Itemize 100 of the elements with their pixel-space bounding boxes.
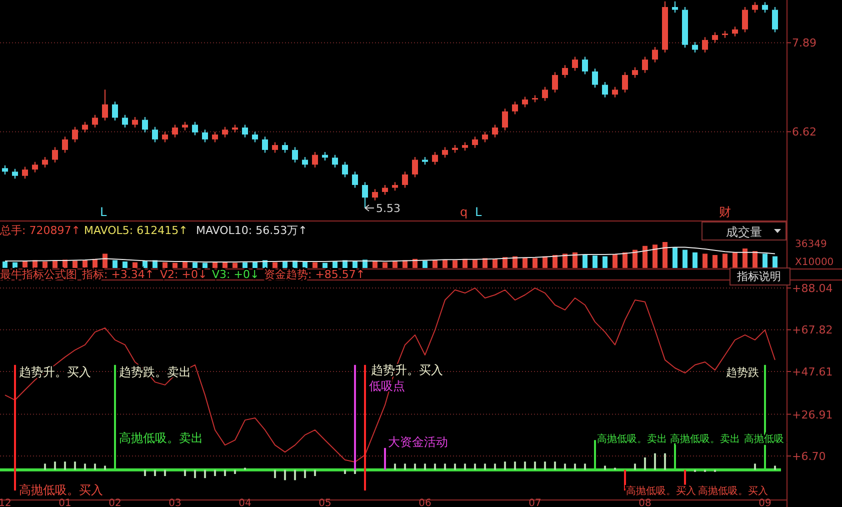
bar: [274, 470, 276, 478]
bar: [504, 462, 506, 470]
candlestick: [512, 101, 518, 115]
bar: [414, 464, 416, 470]
bar: [654, 453, 656, 470]
bar: [634, 464, 636, 470]
candlestick: [312, 152, 318, 168]
bar: [202, 262, 208, 268]
bar: [212, 262, 218, 268]
bar: [514, 462, 516, 470]
bar: [602, 256, 608, 268]
candlestick: [12, 168, 18, 180]
annotation: q: [460, 205, 468, 219]
text: MAVOL5: 612415↑: [84, 224, 188, 237]
candlestick: [342, 161, 348, 178]
candlestick: [602, 81, 608, 98]
candlestick: [252, 131, 258, 143]
bar: [604, 466, 606, 470]
bar: [774, 466, 776, 470]
candlestick: [592, 68, 598, 88]
annotation: V3: +0↓: [212, 268, 260, 281]
bar: [564, 464, 566, 470]
bar: [692, 252, 698, 268]
candlestick: [732, 26, 738, 37]
candlestick: [262, 136, 268, 154]
candlestick: [612, 86, 618, 98]
candlestick: [92, 114, 98, 128]
candlestick: [2, 164, 8, 175]
candlestick: [102, 89, 108, 122]
bar: [72, 260, 78, 268]
bar: [534, 462, 536, 470]
bar: [554, 462, 556, 470]
bar: [482, 258, 488, 268]
bar: [44, 464, 46, 470]
bar: [424, 464, 426, 470]
candlestick: [242, 124, 248, 138]
bar: [2, 262, 8, 268]
text: X10000: [795, 257, 834, 268]
annotation: 5.53: [376, 202, 400, 215]
candlestick: [742, 6, 748, 33]
candlestick: [42, 156, 48, 168]
bar: [184, 470, 186, 476]
y-tick-label: +6.70: [792, 450, 826, 463]
candlestick: [622, 72, 628, 93]
bar: [702, 254, 708, 268]
bar: [532, 258, 538, 268]
candlestick: [112, 101, 118, 122]
candlestick: [352, 171, 358, 188]
bar: [144, 470, 146, 476]
bar: [732, 252, 738, 268]
candlestick: [52, 146, 58, 164]
x-tick-label: 02: [108, 498, 122, 507]
y-tick-label: 6.62: [792, 126, 816, 139]
annotation: L: [475, 205, 482, 219]
bar: [464, 464, 466, 470]
bar: [74, 462, 76, 470]
x-tick-label: 04: [238, 498, 252, 507]
candlestick: [132, 116, 138, 128]
bar: [662, 242, 668, 268]
bar: [584, 464, 586, 470]
candlestick: [582, 56, 588, 75]
candlestick: [192, 121, 198, 136]
bar: [314, 470, 316, 476]
annotation: 指标: +3.34↑: [81, 268, 154, 281]
bar: [284, 470, 286, 480]
bar: [574, 464, 576, 470]
bar: [642, 246, 648, 268]
x-tick-label: 01: [58, 498, 72, 507]
bar: [162, 262, 168, 268]
bar: [772, 256, 778, 268]
bar: [154, 470, 156, 476]
bar: [294, 470, 296, 480]
candlestick: [552, 72, 558, 93]
candlestick: [32, 161, 38, 173]
candlestick: [432, 152, 438, 166]
annotation: 趋势升。买入: [19, 365, 91, 379]
candlestick: [752, 2, 758, 14]
bar: [562, 254, 568, 268]
candlestick: [272, 142, 278, 154]
bar: [384, 448, 386, 470]
bar: [102, 254, 108, 268]
bar: [472, 260, 478, 268]
y-tick-label: +47.61: [792, 365, 833, 378]
bar: [132, 262, 138, 268]
candlestick: [372, 188, 378, 201]
candlestick: [152, 126, 158, 143]
candlestick: [72, 126, 78, 143]
bar: [344, 470, 346, 474]
bar: [742, 248, 748, 268]
y-tick-label: +26.91: [792, 408, 833, 422]
bar: [682, 250, 688, 268]
bar: [652, 244, 658, 268]
annotation: L: [100, 205, 107, 219]
candlestick: [472, 136, 478, 148]
y-tick-label: +67.82: [792, 324, 833, 337]
bar: [452, 260, 458, 268]
annotation: 财: [719, 205, 731, 219]
bar: [474, 464, 476, 470]
bar: [54, 462, 56, 470]
x-tick-label: 07: [528, 498, 542, 507]
